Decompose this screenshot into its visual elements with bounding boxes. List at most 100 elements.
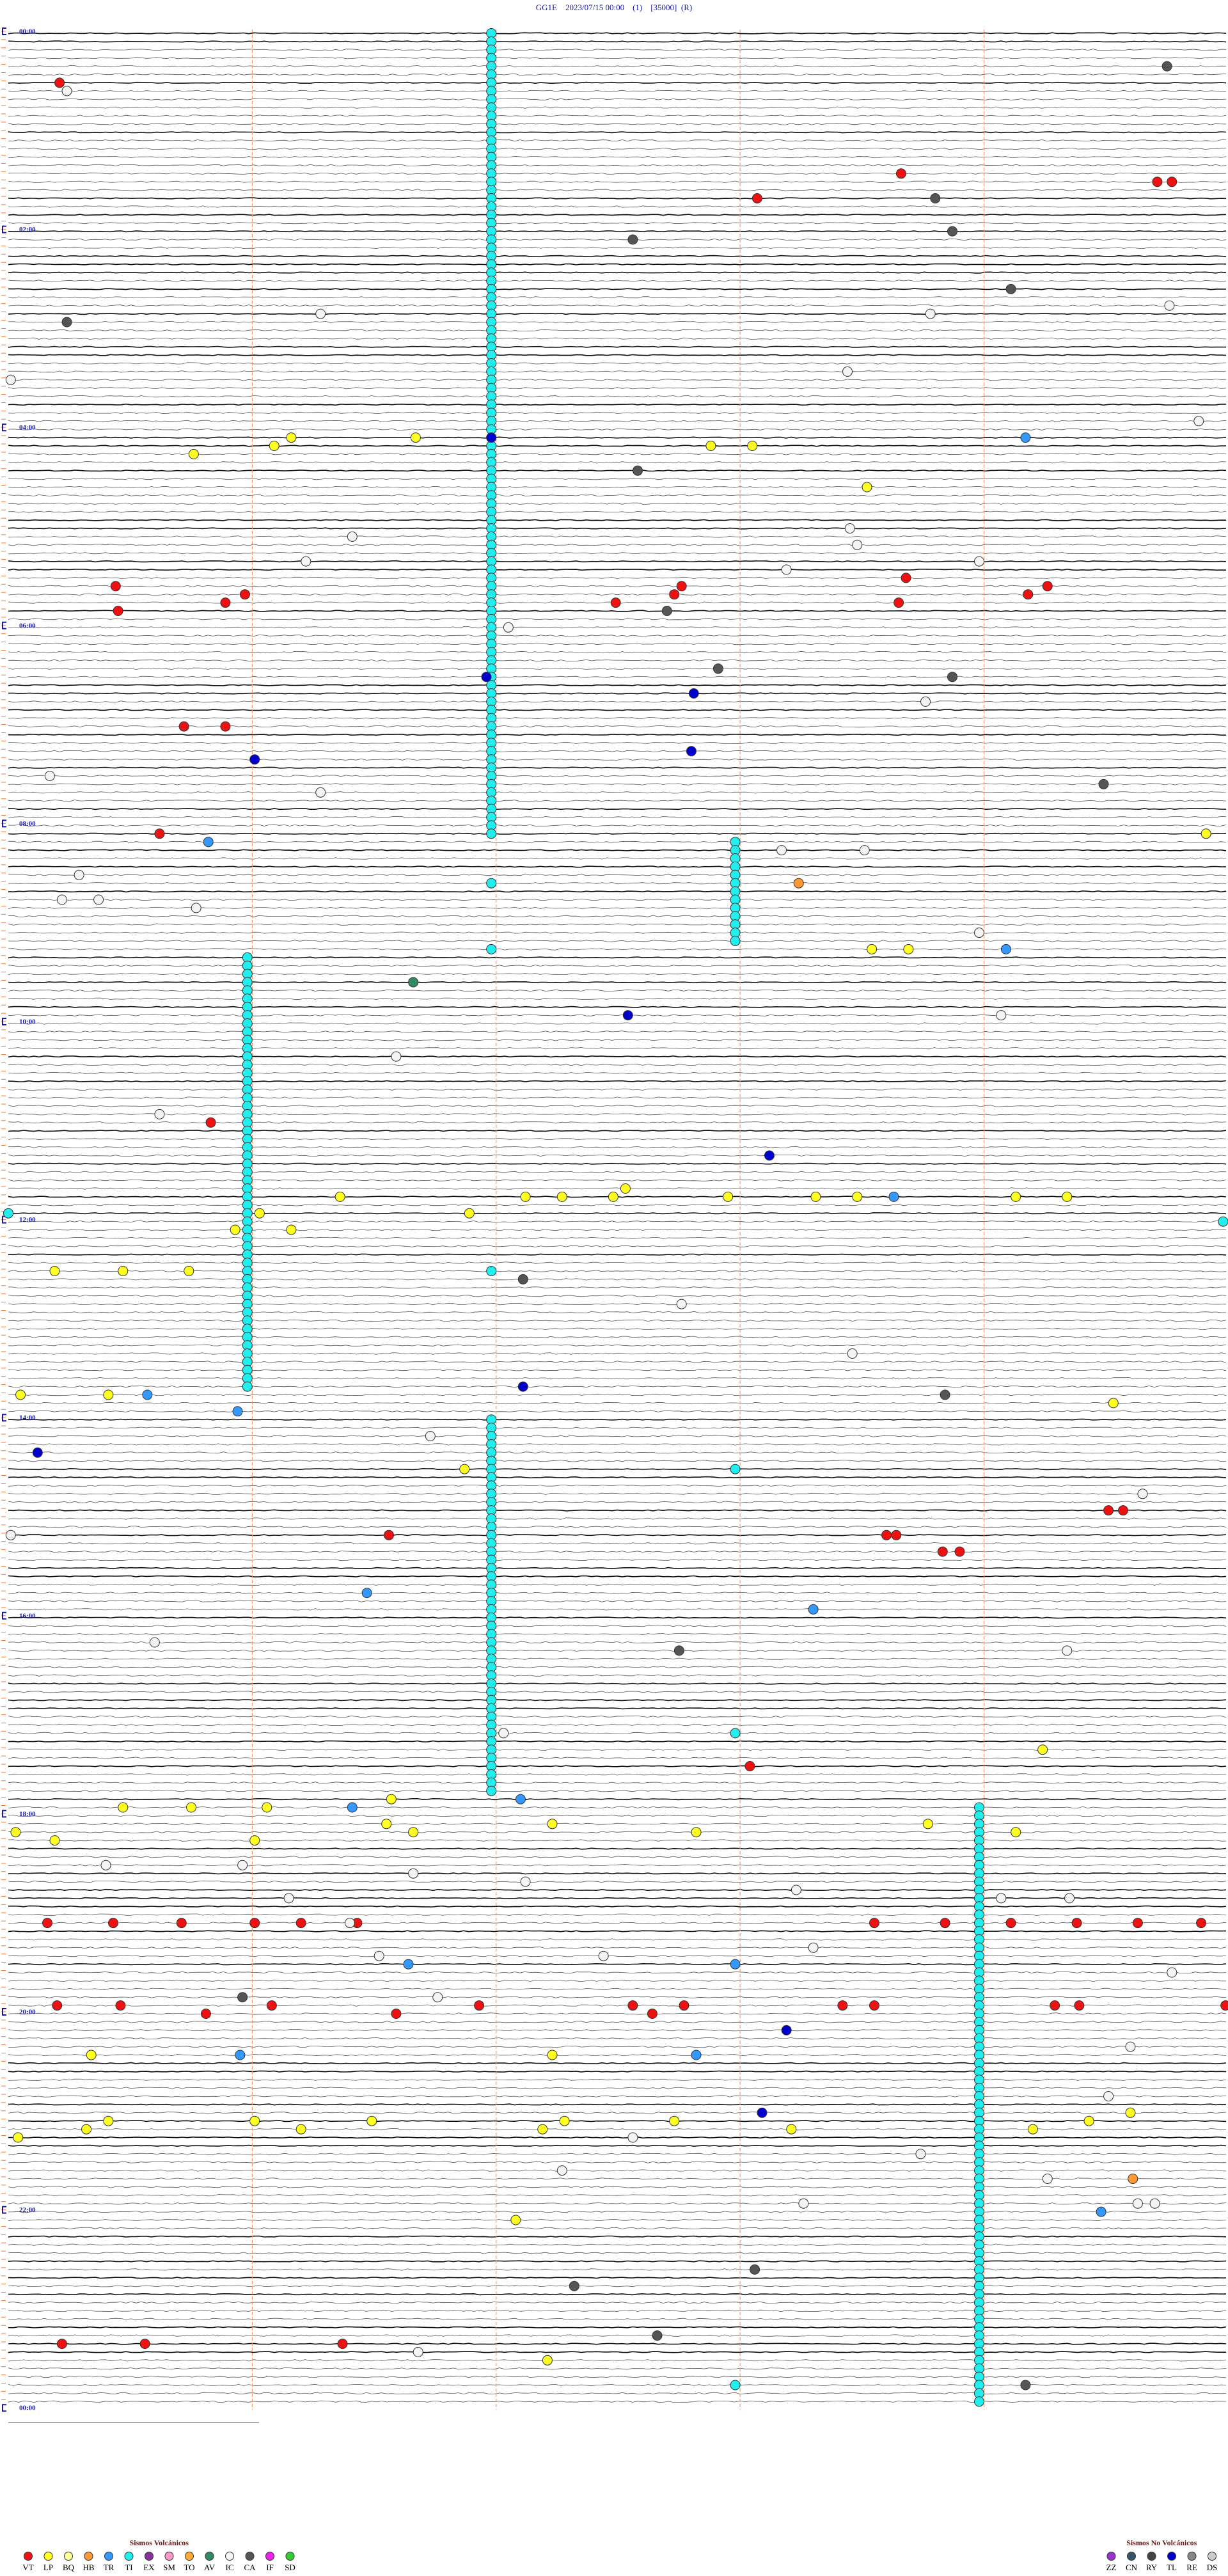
trace (8, 2078, 1227, 2081)
trace (8, 1550, 1227, 1553)
trace (8, 1526, 1227, 1528)
event (888, 1191, 899, 1202)
event (49, 1835, 60, 1846)
event (408, 1868, 419, 1879)
legend-swatch (1208, 2552, 1216, 2561)
event (1020, 432, 1031, 443)
trace (8, 1476, 1227, 1479)
trace (8, 1080, 1227, 1082)
event (1149, 2198, 1160, 2209)
trace (8, 2227, 1226, 2230)
event (220, 597, 231, 608)
trace (8, 65, 1227, 68)
event (295, 2124, 306, 2135)
event (1037, 1744, 1048, 1755)
trace (8, 906, 1227, 910)
legend-swatch (205, 2552, 214, 2561)
trace (8, 1204, 1227, 1206)
event (1128, 2174, 1138, 2184)
trace (8, 997, 1227, 1000)
trace (8, 1996, 1227, 1998)
event (464, 1208, 475, 1219)
trace (8, 1806, 1227, 1809)
event (52, 2000, 63, 2011)
event (747, 441, 758, 451)
trace (8, 1031, 1227, 1033)
event (647, 2009, 657, 2019)
event (486, 828, 497, 839)
event (547, 1819, 558, 1829)
event (1117, 1505, 1128, 1516)
hour-bracket (2, 1414, 6, 1422)
event (757, 2107, 767, 2118)
event (893, 597, 904, 608)
trace (8, 1558, 1227, 1561)
event (1071, 1918, 1082, 1929)
trace (8, 684, 1227, 686)
legend-code: IF (266, 2563, 274, 2572)
trace (8, 923, 1227, 926)
event (947, 226, 958, 237)
hour-bracket (2, 2206, 6, 2214)
trace (8, 651, 1227, 654)
trace (8, 1575, 1227, 1577)
trace (8, 1790, 1227, 1792)
trace (8, 420, 1227, 422)
event (1000, 944, 1011, 954)
event (54, 77, 65, 88)
event (598, 1950, 609, 1961)
legend-code: RE (1186, 2563, 1197, 2572)
trace (8, 1286, 1227, 1289)
trace (8, 972, 1227, 976)
trace (8, 172, 1226, 175)
trace (8, 1162, 1227, 1165)
event (237, 1992, 248, 2003)
event (239, 589, 250, 600)
trace (8, 1864, 1227, 1867)
event (1218, 1216, 1228, 1227)
event (486, 432, 497, 443)
trace (8, 2012, 1227, 2015)
trace (8, 1377, 1227, 1380)
event (1125, 2107, 1136, 2118)
trace (8, 510, 1227, 513)
event (286, 432, 297, 443)
legend-swatch (64, 2552, 73, 2561)
event (486, 944, 497, 954)
trace (8, 552, 1227, 555)
event (42, 1918, 53, 1929)
trace (8, 667, 1227, 670)
event (386, 1794, 397, 1805)
legend-code: EX (143, 2563, 155, 2572)
trace (8, 1047, 1227, 1050)
event (1083, 2115, 1094, 2126)
trace (8, 1666, 1227, 1668)
trace (8, 965, 1227, 967)
trace (8, 2095, 1227, 2098)
trace (8, 2326, 1227, 2328)
legend-swatch (265, 2552, 274, 2561)
trace (8, 865, 1226, 868)
trace (8, 1311, 1226, 1314)
event (537, 2124, 548, 2135)
event (498, 1728, 509, 1739)
event (723, 1191, 734, 1202)
event (1042, 581, 1053, 592)
event (269, 441, 279, 451)
trace (8, 1583, 1227, 1586)
trace (8, 1014, 1227, 1016)
trace (8, 1657, 1227, 1660)
event (1103, 1505, 1114, 1516)
event (1125, 2041, 1136, 2052)
trace (8, 824, 1227, 827)
trace (8, 2202, 1227, 2205)
trace (8, 1740, 1227, 1742)
trace (8, 271, 1227, 274)
trace (8, 1467, 1227, 1471)
event (730, 1959, 741, 1970)
trace (8, 2112, 1227, 2114)
event (1161, 61, 1172, 72)
trace (8, 2268, 1227, 2271)
trace (8, 453, 1227, 455)
